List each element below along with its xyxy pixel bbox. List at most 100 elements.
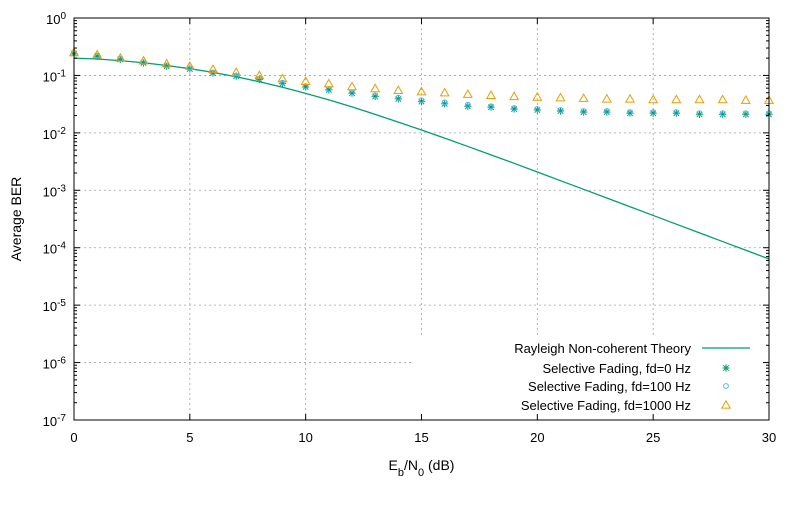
x-axis-label-sub1: b (398, 467, 404, 479)
x-axis-label-mid: /N (404, 457, 418, 473)
x-axis-label-main: E (389, 457, 398, 473)
legend-label: Selective Fading, fd=1000 Hz (521, 398, 691, 413)
legend-entry-3: Selective Fading, fd=1000 Hz (521, 398, 732, 413)
y-tick-label: 10-1 (43, 68, 67, 85)
x-axis-label-sub2: 0 (418, 467, 424, 479)
x-tick-label: 20 (530, 430, 544, 445)
data-point (696, 110, 703, 117)
x-axis-label: Eb/N0 (dB) (389, 457, 455, 479)
y-tick-label-exponent: -5 (57, 298, 66, 309)
data-point (416, 86, 427, 96)
series-3 (68, 47, 775, 104)
y-tick-label: 10-6 (43, 355, 67, 372)
data-point (395, 94, 402, 101)
y-tick-label-exponent: -3 (57, 183, 66, 194)
data-point (485, 90, 497, 99)
data-point (740, 95, 751, 104)
marker-stroke (742, 111, 749, 118)
data-point (719, 110, 726, 117)
marker-stroke (696, 111, 703, 118)
ticks (73, 17, 770, 421)
marker-stroke (580, 109, 587, 116)
y-tick-label: 10-2 (43, 125, 67, 142)
y-tick-label-exponent: -4 (57, 240, 66, 251)
data-point (627, 109, 633, 115)
tick-labels: 0 5 10 15 20 25 3010010-110-210-310-410-510-61… (43, 11, 777, 446)
legend-entry-1: Selective Fading, fd=0 Hz (543, 361, 730, 376)
data-point (555, 92, 566, 102)
data-point (184, 60, 195, 70)
y-tick-label-exponent: -2 (57, 125, 66, 136)
data-point (231, 67, 242, 77)
legend-entry-2: Selective Fading, fd=100 Hz (528, 379, 729, 394)
data-point (140, 59, 147, 66)
data-point (370, 83, 381, 93)
marker-stroke (719, 111, 726, 118)
data-point (439, 87, 450, 97)
data-point (671, 94, 682, 104)
data-point (302, 83, 309, 90)
data-point (464, 101, 471, 108)
y-tick-label-exponent: 0 (60, 11, 66, 22)
data-point (532, 91, 543, 101)
legend: Rayleigh Non-coherent Theory Selective Fa… (514, 341, 750, 413)
y-tick-label: 10-5 (43, 298, 67, 315)
data-point (372, 92, 379, 99)
x-axis-label-tail: (dB) (424, 457, 454, 473)
x-tick-label: 25 (646, 430, 660, 445)
data-point (441, 100, 449, 108)
x-tick-label: 5 (186, 430, 193, 445)
series-layer (68, 47, 775, 260)
marker-stroke (418, 98, 425, 105)
data-point (300, 76, 311, 85)
legend-label: Rayleigh Non-coherent Theory (514, 341, 691, 356)
y-tick-label-base: 10 (43, 127, 57, 142)
data-point (578, 93, 589, 102)
marker-stroke (464, 103, 471, 110)
data-point (441, 99, 448, 106)
data-point (163, 62, 170, 69)
y-tick-label: 100 (46, 11, 66, 28)
x-tick-label: 30 (762, 430, 776, 445)
data-point (161, 58, 172, 68)
series-2 (71, 50, 772, 117)
data-point (323, 78, 334, 88)
data-point (418, 97, 425, 104)
data-point (393, 85, 404, 94)
data-point (92, 49, 103, 59)
legend-label: Selective Fading, fd=100 Hz (528, 379, 691, 394)
data-point (207, 64, 219, 73)
data-point (557, 107, 564, 113)
y-tick-label-base: 10 (46, 12, 60, 27)
marker-stroke (673, 110, 680, 117)
data-point (673, 109, 680, 115)
data-point (511, 105, 518, 111)
y-tick-label-exponent: -7 (57, 413, 66, 424)
data-point (186, 65, 193, 72)
data-point (603, 108, 610, 114)
data-point (279, 79, 286, 86)
marker-stroke (441, 100, 448, 107)
y-tick-label-base: 10 (43, 414, 57, 429)
y-tick-label-exponent: -1 (57, 68, 66, 79)
data-point (115, 52, 126, 62)
y-axis-label: Average BER (8, 177, 24, 262)
y-tick-label-base: 10 (43, 299, 57, 314)
data-point (648, 94, 659, 104)
data-point (580, 108, 587, 114)
data-point (509, 91, 520, 101)
data-point (277, 73, 288, 83)
data-point (624, 93, 636, 103)
y-tick-label: 10-7 (43, 413, 67, 430)
data-point (464, 102, 472, 110)
marker-stroke (626, 110, 634, 117)
marker-stroke (603, 109, 610, 116)
data-point (694, 94, 705, 104)
data-point (742, 110, 749, 117)
legend-marker-sample (722, 364, 730, 372)
marker-stroke (722, 364, 730, 372)
y-tick-label-base: 10 (43, 242, 57, 257)
